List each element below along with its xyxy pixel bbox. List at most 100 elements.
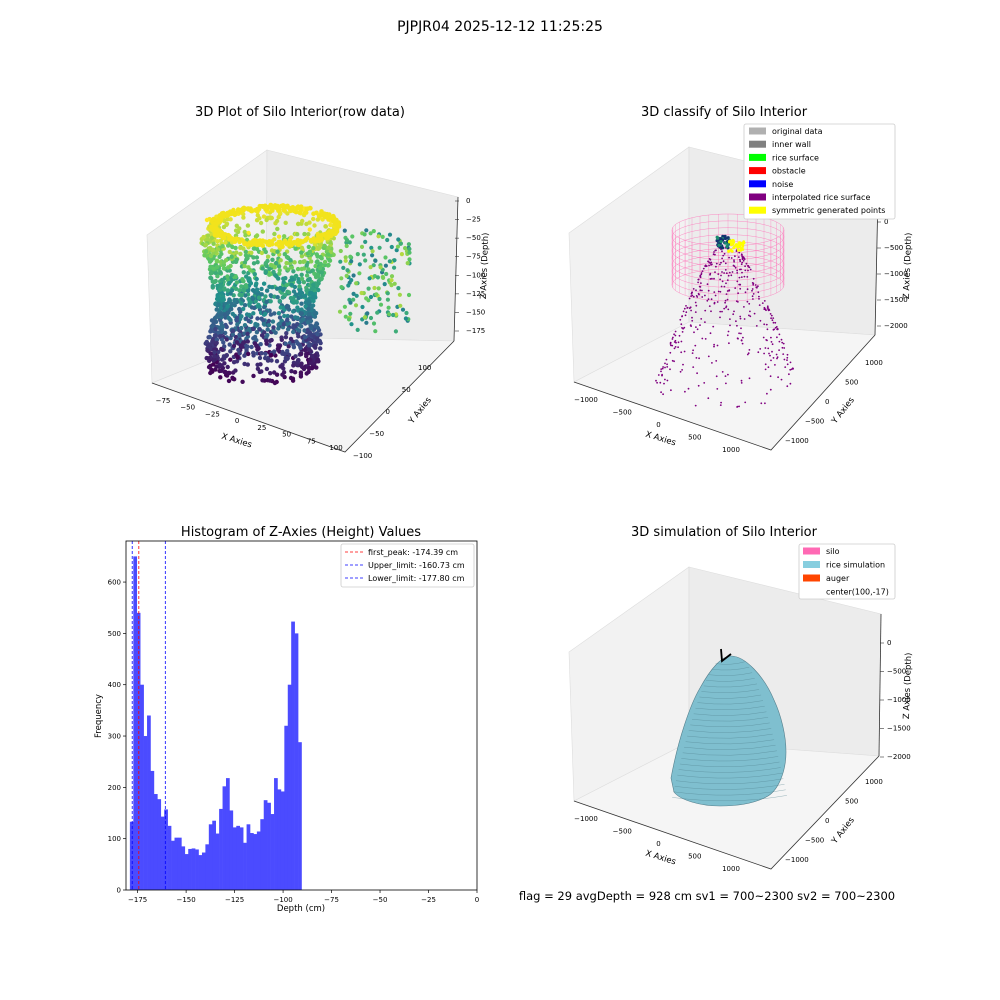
panel1-data-point <box>204 217 210 223</box>
panel2-interpolated-point <box>741 257 744 260</box>
panel1-data-point <box>227 280 232 286</box>
panel1-x-tick-label: −50 <box>180 404 195 412</box>
panel1-data-point <box>215 239 220 244</box>
panel1-data-point <box>228 349 233 354</box>
panel2-interpolated-point <box>670 344 672 347</box>
panel1-data-point <box>375 310 380 315</box>
panel2-interpolated-point <box>716 301 719 303</box>
panel2-interpolated-point <box>691 291 693 294</box>
panel2-y-tick-label: −1000 <box>785 437 809 445</box>
panel1-z-tick-label: −75 <box>466 253 481 261</box>
histogram-bar <box>188 848 192 890</box>
panel2-interpolated-point <box>706 299 709 302</box>
panel1-data-point <box>237 239 242 245</box>
panel4-surface-contour <box>685 739 775 745</box>
panel1-data-point <box>286 290 292 295</box>
panel2-interpolated-point <box>786 353 789 356</box>
panel1-data-point <box>303 335 308 340</box>
panel4-surface-contour <box>688 728 772 733</box>
panel1-data-point <box>229 277 234 283</box>
panel1-data-point <box>235 355 240 360</box>
panel1-data-point <box>407 250 412 255</box>
panel2-interpolated-point <box>725 282 727 285</box>
panel1-data-point <box>237 226 242 231</box>
panel2-interpolated-point <box>673 333 675 336</box>
panel1-x-tick-label: −75 <box>156 397 171 405</box>
panel1-data-point <box>205 348 210 353</box>
panel2-symmetric-point <box>732 241 736 244</box>
panel1-data-point <box>269 215 274 221</box>
panel1-data-point <box>228 217 233 222</box>
panel4-title: 3D simulation of Silo Interior <box>631 525 818 540</box>
panel1-data-point <box>246 296 251 302</box>
panel1-data-point <box>231 343 237 349</box>
panel2-interpolated-point <box>766 339 768 342</box>
panel2-interpolated-point <box>683 326 686 329</box>
panel1-data-point <box>243 293 248 298</box>
panel1-data-point <box>214 340 219 346</box>
panel1-data-point <box>322 259 328 265</box>
panel-classify-3d: 3D classify of Silo Interior −1000 −500 0 5… <box>568 105 914 454</box>
panel1-data-point <box>249 250 254 255</box>
panel4-z-tick-label: −1500 <box>887 725 911 733</box>
panel2-interpolated-point <box>730 274 733 277</box>
panel1-data-point <box>290 277 295 282</box>
panel2-interpolated-point <box>712 253 715 256</box>
panel1-data-point <box>387 259 392 264</box>
panel1-data-point <box>283 335 289 340</box>
panel1-data-point <box>281 203 287 209</box>
panel2-interpolated-point <box>749 310 751 313</box>
panel1-data-point <box>258 362 263 367</box>
panel1-data-point <box>312 311 318 316</box>
panel2-interpolated-point <box>748 302 751 305</box>
panel2-interpolated-point <box>770 336 772 339</box>
panel1-data-point <box>348 254 353 259</box>
panel1-data-point <box>263 260 269 266</box>
panel1-data-point <box>328 229 334 234</box>
panel2-interpolated-point <box>725 382 727 385</box>
histogram-x-tick-label: 0 <box>475 896 479 904</box>
panel1-data-point <box>360 304 365 310</box>
panel2-points <box>655 234 794 408</box>
panel1-data-point <box>281 280 286 285</box>
panel2-interpolated-point <box>708 264 710 267</box>
panel2-interpolated-point <box>710 298 713 301</box>
panel1-data-point <box>213 315 218 320</box>
panel2-interpolated-point <box>786 385 789 388</box>
panel2-interpolated-point <box>758 304 761 306</box>
panel1-data-point <box>281 366 286 371</box>
panel2-interpolated-point <box>696 328 699 331</box>
panel4-surface-contour <box>715 661 746 665</box>
panel2-symmetric-point <box>727 250 730 253</box>
panel2-noise-point <box>723 236 728 241</box>
panel1-data-point <box>311 294 316 300</box>
panel1-data-point <box>300 218 305 224</box>
panel1-data-point <box>240 287 246 293</box>
panel1-data-point <box>309 325 314 331</box>
panel1-data-point <box>281 287 286 292</box>
panel2-interpolated-point <box>682 363 684 366</box>
panel-raw-3d: 3D Plot of Silo Interior(row data) −75 −5… <box>146 105 491 460</box>
panel1-data-point <box>244 316 249 321</box>
panel2-x-ticks: −1000 −500 0 500 1000 <box>574 396 740 454</box>
panel2-noise-point <box>726 236 730 240</box>
panel1-data-point <box>269 358 274 363</box>
panel1-data-point <box>282 351 287 357</box>
panel1-data-point <box>285 356 290 361</box>
panel2-interpolated-point <box>671 359 674 362</box>
panel2-interpolated-point <box>717 273 720 275</box>
panel1-data-point <box>368 265 373 270</box>
panel1-data-point <box>233 368 238 373</box>
histogram-y-axis-label: Frequency <box>94 694 104 738</box>
panel1-data-point <box>228 317 233 323</box>
panel1-data-point <box>307 227 312 232</box>
panel1-data-point <box>361 252 366 257</box>
panel1-data-point <box>261 281 267 286</box>
histogram-bar <box>181 846 186 890</box>
panel1-data-point <box>285 203 290 209</box>
panel1-data-point <box>285 348 290 354</box>
panel1-data-point <box>306 267 311 272</box>
panel1-z-tick-label: −175 <box>466 327 485 335</box>
panel1-data-point <box>370 249 375 254</box>
panel2-interpolated-point <box>682 327 684 330</box>
